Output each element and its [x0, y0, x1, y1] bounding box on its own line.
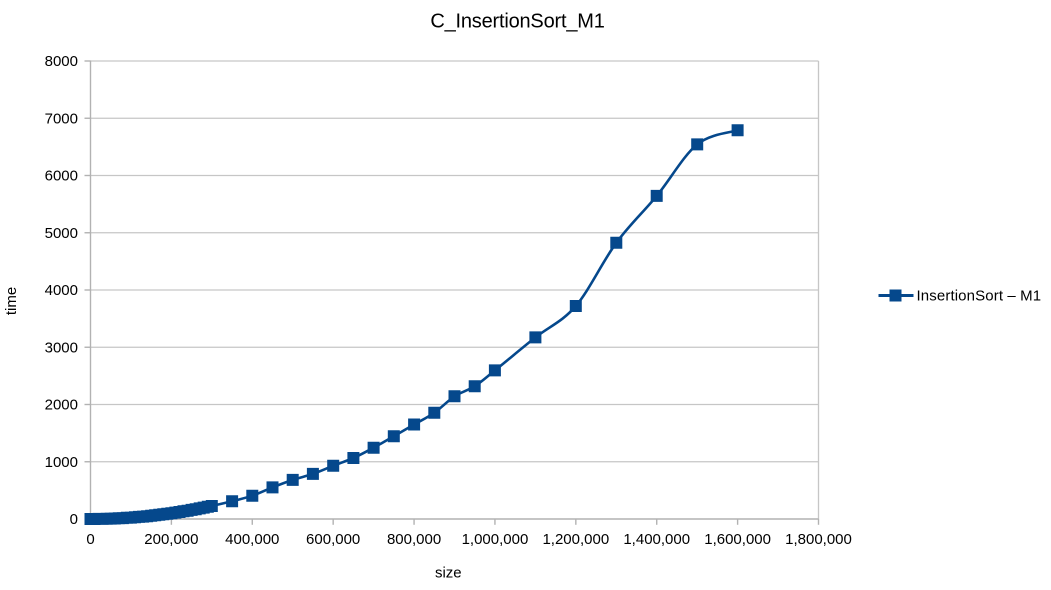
svg-text:800,000: 800,000 — [387, 531, 441, 548]
svg-text:0: 0 — [86, 531, 94, 548]
svg-text:InsertionSort – M1: InsertionSort – M1 — [917, 288, 1042, 305]
svg-text:2000: 2000 — [45, 397, 78, 414]
svg-text:size: size — [435, 564, 462, 581]
svg-text:1,000,000: 1,000,000 — [462, 531, 529, 548]
svg-text:C_InsertionSort_M1: C_InsertionSort_M1 — [430, 11, 604, 33]
svg-text:1,200,000: 1,200,000 — [542, 531, 609, 548]
svg-text:200,000: 200,000 — [144, 531, 198, 548]
svg-text:4000: 4000 — [45, 282, 78, 299]
svg-text:1,800,000: 1,800,000 — [785, 531, 852, 548]
svg-text:7000: 7000 — [45, 110, 78, 127]
svg-text:time: time — [3, 287, 20, 315]
svg-text:400,000: 400,000 — [225, 531, 279, 548]
svg-text:5000: 5000 — [45, 225, 78, 242]
svg-text:1,600,000: 1,600,000 — [704, 531, 771, 548]
svg-text:1,400,000: 1,400,000 — [623, 531, 690, 548]
svg-text:1000: 1000 — [45, 454, 78, 471]
svg-text:3000: 3000 — [45, 339, 78, 356]
svg-text:600,000: 600,000 — [306, 531, 360, 548]
svg-text:0: 0 — [70, 511, 78, 528]
svg-text:8000: 8000 — [45, 53, 78, 70]
svg-text:6000: 6000 — [45, 168, 78, 185]
